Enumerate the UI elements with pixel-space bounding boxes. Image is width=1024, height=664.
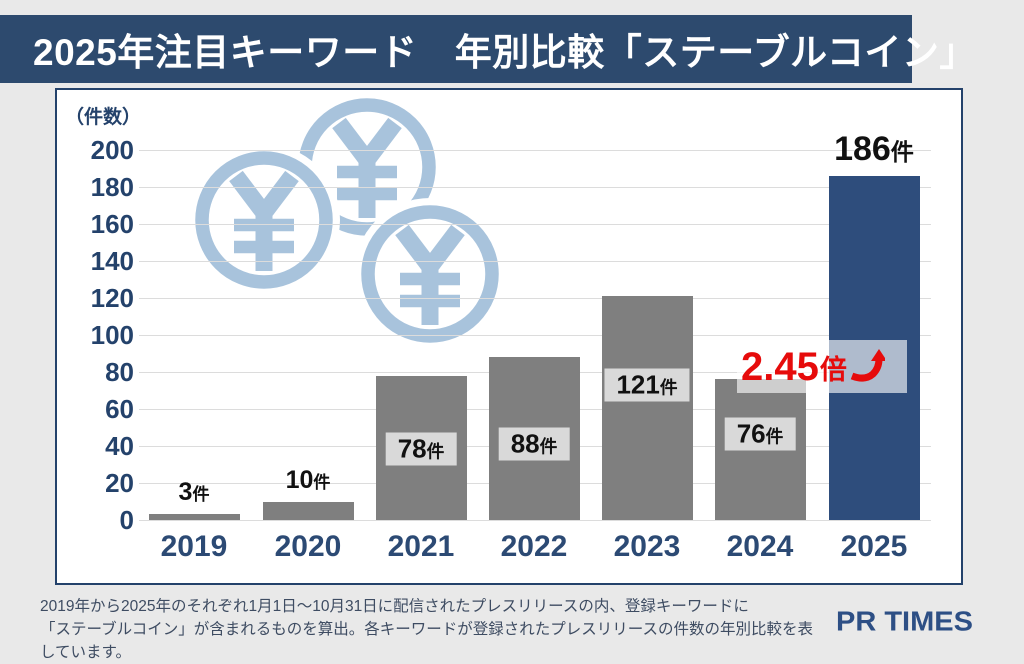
yen-coin-icon bbox=[188, 144, 340, 296]
growth-suffix: 倍 bbox=[819, 354, 847, 385]
y-tick-label: 20 bbox=[105, 468, 134, 498]
chart-panel: （件数） 0 20 40 60 80 100 120 140 160 180 200 2019 3件 20… bbox=[55, 88, 963, 585]
x-tick-label: 2023 bbox=[613, 530, 681, 563]
gridline bbox=[139, 224, 931, 225]
y-tick-label: 160 bbox=[90, 209, 134, 239]
y-tick-label: 100 bbox=[90, 320, 134, 350]
bar bbox=[601, 296, 693, 520]
x-tick-label: 2024 bbox=[726, 530, 794, 563]
up-right-arrow-icon bbox=[850, 349, 885, 382]
yen-coin-icon bbox=[291, 91, 443, 243]
y-tick-label: 0 bbox=[119, 505, 134, 535]
y-tick-label: 60 bbox=[105, 394, 134, 424]
y-axis-unit-label: （件数） bbox=[65, 107, 142, 128]
bar-value-label: 121件 bbox=[604, 368, 690, 402]
bar-value-label: 76件 bbox=[724, 417, 796, 451]
y-tick-label: 120 bbox=[90, 283, 134, 313]
bar-value-label: 3件 bbox=[178, 478, 210, 507]
x-tick-label: 2019 bbox=[160, 530, 228, 563]
gridline bbox=[139, 298, 931, 299]
pr-times-logo: PR TIMES bbox=[836, 606, 973, 638]
y-tick-label: 180 bbox=[90, 172, 134, 202]
footnote-line1: 2019年から2025年のそれぞれ1月1日～10月31日に配信されたプレスリリー… bbox=[40, 598, 749, 615]
gridline bbox=[139, 520, 931, 521]
growth-annotation: 2.45 倍 bbox=[741, 342, 885, 392]
bar bbox=[148, 514, 240, 520]
growth-value: 2.45 bbox=[741, 344, 819, 389]
y-tick-label: 140 bbox=[90, 246, 134, 276]
bar-value-label: 186件 bbox=[834, 129, 914, 168]
yen-coin-icon bbox=[354, 198, 506, 350]
footnote-line2: 「ステーブルコイン」が含まれるものを算出。各キーワードが登録されたプレスリリース… bbox=[40, 621, 813, 661]
bar-value-label: 78件 bbox=[385, 432, 457, 466]
gridline bbox=[139, 187, 931, 188]
x-tick-label: 2022 bbox=[500, 530, 568, 563]
bar-value-label: 10件 bbox=[285, 465, 331, 494]
page-title: 2025年注目キーワード 年別比較「ステーブルコイン」 bbox=[0, 15, 976, 83]
gridline bbox=[139, 261, 931, 262]
y-tick-label: 40 bbox=[105, 431, 134, 461]
bar-value-label: 88件 bbox=[498, 427, 570, 461]
gridline bbox=[139, 150, 931, 151]
x-tick-label: 2021 bbox=[387, 530, 455, 563]
x-tick-label: 2025 bbox=[840, 530, 908, 563]
gridline bbox=[139, 335, 931, 336]
bar bbox=[262, 501, 354, 520]
y-tick-label: 80 bbox=[105, 357, 134, 387]
y-tick-label: 200 bbox=[90, 135, 134, 165]
x-tick-label: 2020 bbox=[274, 530, 342, 563]
